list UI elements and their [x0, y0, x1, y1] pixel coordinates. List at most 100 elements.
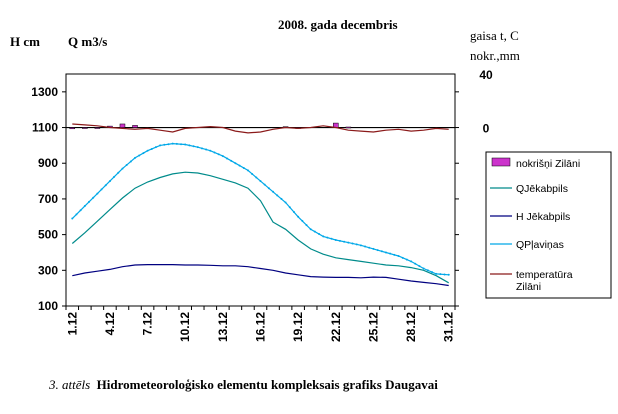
- series-point: [272, 190, 275, 193]
- series-point: [263, 183, 266, 186]
- series-point: [376, 249, 379, 252]
- series-point: [267, 187, 270, 190]
- series-point: [88, 200, 91, 203]
- precip-bar: [82, 127, 88, 129]
- series-point: [230, 159, 233, 162]
- series-point: [100, 188, 103, 191]
- series-line: [72, 264, 449, 287]
- series-point: [397, 255, 400, 258]
- series-point: [71, 217, 74, 220]
- series-point: [146, 149, 149, 152]
- y2-tick-label: 0: [483, 122, 490, 136]
- legend: nokrišņi Zilāni QJēkabpils H Jēkabpils QPļa…: [485, 151, 612, 299]
- x-tick-label: 16.12: [254, 312, 268, 342]
- series-point: [242, 166, 245, 169]
- chart-title: 2008. gada decembris: [278, 17, 398, 32]
- series-point: [234, 162, 237, 165]
- series-point: [125, 164, 128, 167]
- series-point: [163, 143, 166, 146]
- series-point: [134, 156, 137, 159]
- series-point: [372, 247, 375, 250]
- series-point: [405, 258, 408, 261]
- series-point: [347, 241, 350, 244]
- series-point: [213, 151, 216, 154]
- series-point: [292, 211, 295, 214]
- y2-tick-label: 40: [479, 68, 493, 82]
- x-tick-label: 13.12: [216, 312, 230, 342]
- series-point: [276, 194, 279, 197]
- series-point: [410, 260, 413, 263]
- x-tick-label: 22.12: [329, 312, 343, 342]
- series-point: [359, 244, 362, 247]
- series-point: [288, 206, 291, 209]
- precip-bar: [345, 126, 352, 129]
- series-point: [297, 215, 300, 218]
- caption-number: 3. attēls: [49, 377, 91, 392]
- series-point: [113, 175, 116, 178]
- series-point: [192, 145, 195, 148]
- series-point: [401, 256, 404, 259]
- series-point: [351, 242, 354, 245]
- figure-caption: 3. attēls Hidrometeoroloģisko elementu k…: [49, 377, 438, 393]
- x-tick-label: 1.12: [65, 312, 79, 336]
- series-point: [343, 240, 346, 243]
- y-tick-label: 500: [38, 228, 58, 242]
- series-point: [368, 246, 371, 249]
- y-tick-label: 300: [38, 263, 58, 277]
- series-point: [205, 148, 208, 151]
- y-right-label-precip: nokr.,mm: [470, 48, 520, 63]
- series-point: [200, 147, 203, 150]
- series-point: [129, 160, 132, 163]
- plot-area: 100 300 500 700 900 1100 1300 40 0 1.12 4.12 7.12 10…: [31, 68, 493, 342]
- plot-frame: [65, 73, 456, 307]
- series-point: [92, 196, 95, 199]
- series-point: [418, 265, 421, 268]
- series-point: [121, 167, 124, 170]
- series-line: [72, 123, 449, 134]
- series-point: [188, 144, 191, 147]
- series-point: [280, 197, 283, 200]
- series-point: [355, 243, 358, 246]
- series-point: [443, 273, 446, 276]
- series-point: [108, 180, 111, 183]
- y-tick-label: 100: [38, 299, 58, 313]
- legend-label: H Jēkabpils: [516, 211, 570, 223]
- x-tick-label: 19.12: [291, 312, 305, 342]
- precip-bar: [94, 127, 101, 129]
- series-point: [313, 230, 316, 233]
- legend-label: temperatūra: [516, 269, 573, 281]
- series-point: [380, 250, 383, 253]
- series-point: [150, 147, 153, 150]
- series-point: [305, 224, 308, 227]
- series-point: [364, 245, 367, 248]
- series-point: [238, 164, 241, 167]
- precip-bar: [69, 127, 76, 130]
- series-point: [167, 143, 170, 146]
- series-point: [384, 251, 387, 254]
- x-tick-label: 7.12: [141, 312, 155, 336]
- series-point: [175, 142, 178, 145]
- series-point: [330, 237, 333, 240]
- series-point: [426, 269, 429, 272]
- series-point: [104, 184, 107, 187]
- series-point: [326, 236, 329, 239]
- series-point: [284, 201, 287, 204]
- series-point: [422, 267, 425, 270]
- y-tick-label: 700: [38, 192, 58, 206]
- y-right-label-temp: gaisa t, C: [470, 28, 519, 43]
- legend-label: QPļaviņas: [516, 239, 564, 251]
- caption-text: Hidrometeoroloģisko elementu kompleksais…: [96, 377, 438, 392]
- series-point: [255, 176, 258, 179]
- series-point: [117, 171, 120, 174]
- y-tick-label: 1300: [31, 85, 58, 99]
- series-point: [246, 169, 249, 172]
- series-point: [338, 239, 341, 242]
- series-point: [309, 228, 312, 231]
- series-point: [334, 238, 337, 241]
- x-tick-label: 28.12: [404, 312, 418, 342]
- series-point: [322, 235, 325, 238]
- series-point: [430, 271, 433, 274]
- legend-label: QJēkabpils: [516, 183, 568, 195]
- series-point: [184, 143, 187, 146]
